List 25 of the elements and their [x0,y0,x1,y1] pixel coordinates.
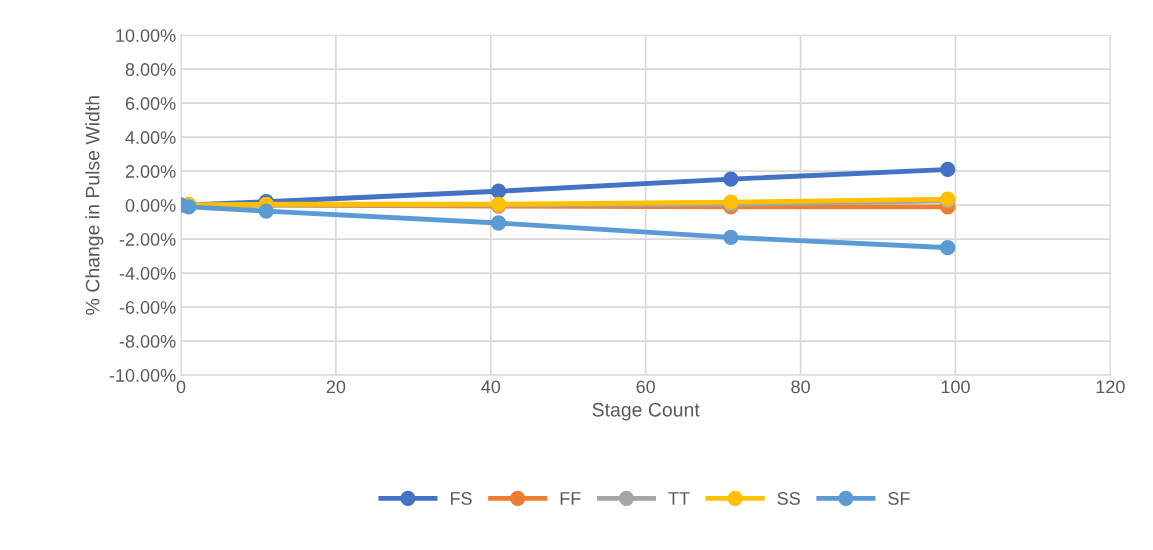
y-tick-label: -4.00% [119,267,176,280]
x-tick-label: 0 [176,380,186,394]
y-tick-label: -8.00% [119,335,176,348]
legend-label: TT [668,492,690,505]
x-axis-title: Stage Count [592,402,700,421]
legend-label: FS [450,492,472,505]
y-tick-label: 2.00% [125,165,176,178]
legend-label: FF [560,492,581,505]
x-tick-label: 120 [1096,380,1125,394]
x-tick-label: 60 [636,380,656,394]
legend-label: SF [888,492,910,505]
y-tick-label: -6.00% [119,301,176,314]
y-tick-label: -2.00% [119,233,176,246]
x-tick-label: 100 [941,380,970,394]
y-tick-label: 10.00% [116,29,176,42]
y-tick-label: 4.00% [125,131,176,144]
x-tick-label: 20 [326,380,346,394]
y-tick-label: 0.00% [125,199,176,212]
y-axis-title: % Change in Pulse Width [85,96,104,315]
y-tick-label: 8.00% [125,63,176,76]
x-tick-label: 40 [481,380,501,394]
y-tick-label: -10.00% [109,369,176,382]
legend-label: SS [777,492,800,505]
y-tick-label: 6.00% [125,97,176,110]
x-tick-label: 80 [791,380,810,394]
